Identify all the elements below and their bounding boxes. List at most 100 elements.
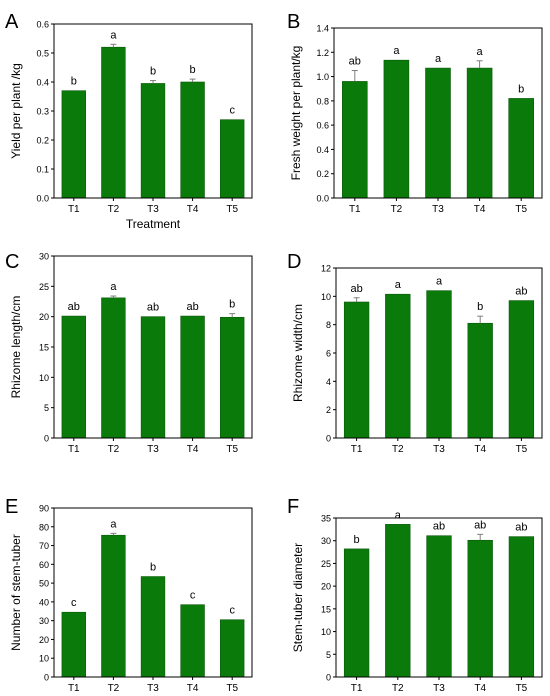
y-tick-label: 0.0 [316, 194, 329, 204]
significance-letter: a [393, 45, 400, 57]
x-tick-label: T2 [108, 683, 120, 694]
y-tick-label: 0.3 [36, 107, 49, 117]
x-tick-label: T5 [516, 444, 528, 455]
y-tick-label: 25 [321, 559, 331, 569]
significance-letter: ab [147, 302, 159, 314]
x-tick-label: T5 [226, 444, 238, 455]
x-tick-label: T2 [108, 204, 120, 215]
bar-t3 [426, 535, 452, 678]
y-tick-label: 0.4 [36, 78, 49, 88]
x-tick-label: T4 [474, 444, 486, 455]
x-tick-label: T1 [351, 444, 363, 455]
y-tick-label: 0.2 [316, 169, 329, 179]
y-axis-label: Rhizome width/cm [291, 304, 305, 402]
significance-letter: b [518, 83, 524, 95]
y-tick-label: 30 [39, 616, 49, 626]
y-tick-label: 15 [321, 604, 331, 614]
axis-frame [53, 507, 253, 678]
x-tick-label: T5 [515, 204, 527, 215]
x-tick-label: T3 [147, 204, 159, 215]
y-tick-label: 10 [321, 292, 331, 302]
y-tick-label: 12 [321, 264, 331, 274]
bar-t1 [61, 315, 86, 439]
y-axis-label: Rhizome length/cm [9, 296, 23, 399]
y-tick-label: 10 [39, 654, 49, 664]
panel-label: B [287, 11, 300, 33]
bar-t1 [343, 301, 370, 439]
bar-t2 [101, 297, 126, 439]
panel-d: Dab T1 a T2 a T3 b T4 ab T5 0 2 4 6 8 10 12 Rhizome width… [287, 251, 543, 455]
y-tick-label: 5 [44, 403, 49, 413]
axis-frame [53, 255, 253, 439]
y-tick-label: 90 [39, 504, 49, 514]
panel-label: A [5, 11, 19, 33]
panel-a: Ab T1 a T2 b T3 b T4 c T5 0.0 0.1 0.2 0.3 0.4 0.5 0.6 Yie… [5, 11, 253, 231]
y-tick-label: 35 [321, 514, 331, 524]
bar-t4 [466, 67, 493, 199]
significance-letter: ab [515, 286, 527, 298]
bar-t2 [101, 534, 126, 678]
y-tick-label: 0.5 [36, 49, 49, 59]
significance-letter: b [354, 534, 360, 546]
y-tick-label: 50 [39, 579, 49, 589]
bar-t4 [180, 315, 205, 439]
bar-t5 [508, 536, 535, 678]
bar-t4 [467, 539, 493, 678]
significance-letter: a [477, 46, 484, 58]
y-tick-label: 0.2 [36, 136, 49, 146]
bar-t2 [385, 524, 411, 678]
significance-letter: c [229, 605, 235, 617]
x-tick-label: T4 [187, 683, 199, 694]
y-tick-label: 25 [39, 282, 49, 292]
bar-t5 [220, 316, 245, 439]
bar-t5 [508, 300, 535, 439]
bar-t1 [343, 548, 370, 678]
x-tick-label: T4 [474, 204, 486, 215]
significance-letter: b [150, 562, 156, 574]
significance-letter: ab [515, 522, 527, 534]
x-tick-label: T1 [68, 204, 80, 215]
x-tick-label: T3 [147, 683, 159, 694]
y-tick-label: 0.0 [36, 194, 49, 204]
y-tick-label: 1.2 [316, 48, 329, 58]
bar-t5 [508, 98, 534, 199]
significance-letter: ab [349, 56, 361, 68]
panel-c: Cab T1 a T2 ab T3 ab T4 b T5 0 5 10 15 20 25 30 Rhizome l… [5, 251, 253, 455]
bar-t3 [426, 290, 452, 439]
x-tick-label: T1 [349, 204, 361, 215]
y-axis-label: Fresh weight per plant/kg [289, 46, 303, 181]
axis-frame [335, 267, 543, 439]
y-tick-label: 4 [326, 377, 331, 387]
panel-label: E [5, 496, 18, 518]
y-tick-label: 80 [39, 522, 49, 532]
bar-t3 [425, 67, 451, 199]
y-tick-label: 0.8 [316, 96, 329, 106]
significance-letter: a [110, 518, 117, 530]
y-tick-label: 2 [326, 405, 331, 415]
y-tick-label: 0.4 [316, 145, 329, 155]
x-tick-label: T1 [351, 683, 363, 694]
x-tick-label: T5 [516, 683, 528, 694]
significance-letter: a [436, 276, 443, 288]
axis-frame [333, 27, 543, 199]
significance-letter: a [110, 29, 117, 41]
bar-t1 [61, 90, 86, 199]
significance-letter: c [190, 590, 196, 602]
significance-letter: c [229, 105, 235, 117]
significance-letter: a [395, 509, 402, 521]
panel-b: Bab T1 a T2 a T3 a T4 b T5 0.0 0.2 0.4 0.6 0.8 1.0 1.2 1.… [287, 11, 543, 215]
y-axis-label: Stem-tuber diameter [291, 543, 305, 652]
bar-t2 [383, 59, 410, 199]
x-tick-label: T2 [392, 683, 404, 694]
x-tick-label: T5 [226, 204, 238, 215]
x-tick-label: T5 [226, 683, 238, 694]
x-axis-label: Treatment [126, 217, 181, 231]
bar-t1 [61, 611, 86, 678]
x-tick-label: T2 [391, 204, 403, 215]
y-axis-label: Number of stem-tuber [9, 534, 23, 651]
significance-letter: a [110, 281, 117, 293]
bar-t3 [140, 83, 166, 199]
y-tick-label: 6 [326, 349, 331, 359]
x-tick-label: T3 [432, 204, 444, 215]
y-tick-label: 1.4 [316, 24, 329, 34]
